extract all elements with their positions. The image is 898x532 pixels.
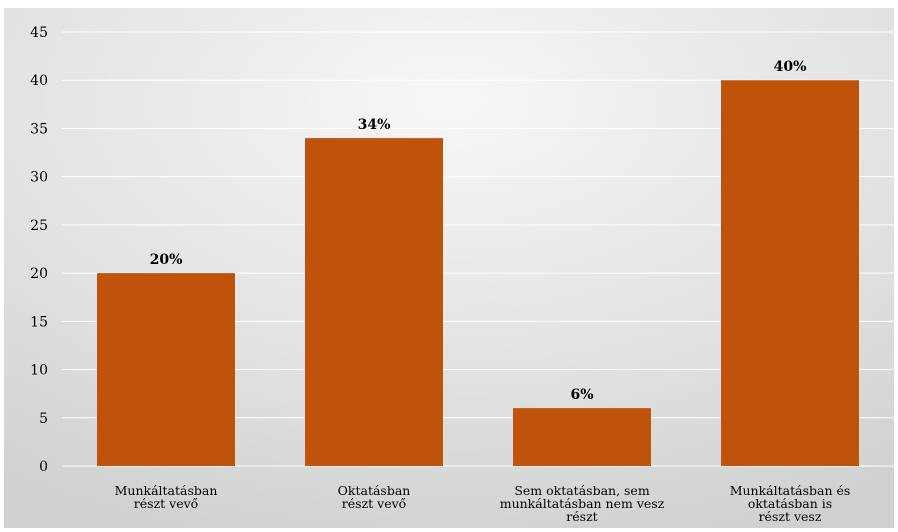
y-tick-label: 20 [30, 266, 48, 282]
y-tick-label: 0 [39, 459, 48, 475]
bar [513, 408, 651, 466]
y-tick-label: 30 [30, 170, 48, 186]
bars [97, 80, 859, 467]
x-tick-label: Munkáltatásban és [730, 483, 851, 498]
data-label: 6% [570, 387, 593, 403]
data-label: 20% [150, 252, 183, 268]
y-tick-label: 5 [39, 411, 48, 427]
x-tick-label: Oktatásban [338, 483, 411, 498]
chart-container: 0 5 10 15 20 25 30 35 40 45 20% 34% 6% 40% Munkáltat… [4, 8, 894, 528]
y-tick-label: 15 [30, 314, 48, 330]
x-tick-label: részt vevő [342, 496, 406, 511]
y-axis: 0 5 10 15 20 25 30 35 40 45 [30, 25, 48, 475]
x-tick-label: oktatásban is [748, 496, 832, 511]
bar [97, 273, 235, 466]
data-label: 40% [774, 59, 807, 75]
bar-chart: 0 5 10 15 20 25 30 35 40 45 20% 34% 6% 40% Munkáltat… [4, 8, 894, 528]
data-labels: 20% 34% 6% 40% [150, 59, 807, 403]
x-tick-label: részt [566, 509, 597, 524]
x-tick-label: Munkáltatásban [115, 483, 218, 498]
x-tick-label: munkáltatásban nem vesz [500, 496, 665, 511]
data-label: 34% [358, 117, 391, 133]
x-tick-label: részt vesz [759, 509, 822, 524]
bar [305, 138, 443, 467]
y-tick-label: 25 [30, 218, 48, 234]
y-tick-label: 35 [30, 121, 48, 137]
x-tick-label: részt vevő [134, 496, 198, 511]
y-tick-label: 45 [30, 25, 48, 41]
x-tick-label: Sem oktatásban, sem [514, 483, 650, 498]
y-tick-label: 40 [30, 73, 48, 89]
y-tick-label: 10 [30, 363, 48, 379]
bar [721, 80, 859, 466]
